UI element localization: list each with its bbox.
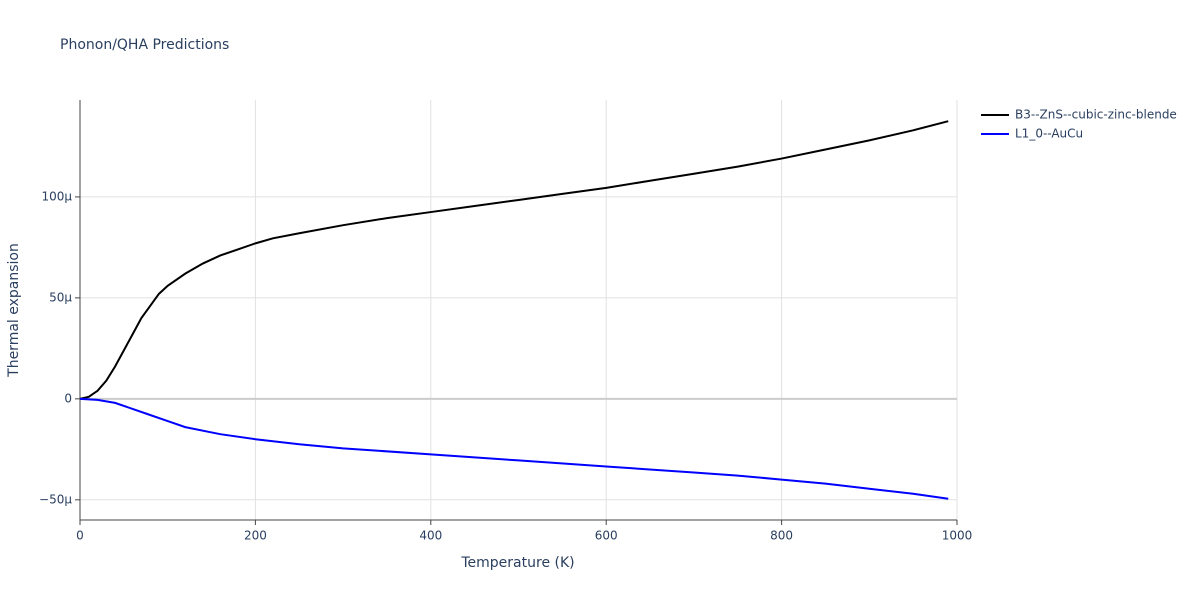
x-tick-label: 200 [244, 529, 267, 543]
legend-label: L1_0--AuCu [1015, 127, 1083, 141]
series-line [79, 397, 949, 500]
x-axis-title: Temperature (K) [460, 555, 574, 571]
x-tick-label: 600 [595, 529, 618, 543]
series-line [79, 120, 949, 400]
y-tick-label: 100µ [41, 189, 72, 203]
y-axis-title: Thermal expansion [6, 243, 22, 378]
x-tick-label: 0 [76, 529, 84, 543]
x-tick-label: 800 [770, 529, 793, 543]
chart-title: Phonon/QHA Predictions [60, 37, 229, 53]
y-tick-label: 0 [64, 391, 72, 405]
legend-label: B3--ZnS--cubic-zinc-blende [1015, 108, 1177, 122]
y-tick-label: 50µ [49, 290, 72, 304]
x-tick-label: 400 [419, 529, 442, 543]
y-tick-label: −50µ [39, 492, 72, 506]
x-tick-label: 1000 [942, 529, 973, 543]
